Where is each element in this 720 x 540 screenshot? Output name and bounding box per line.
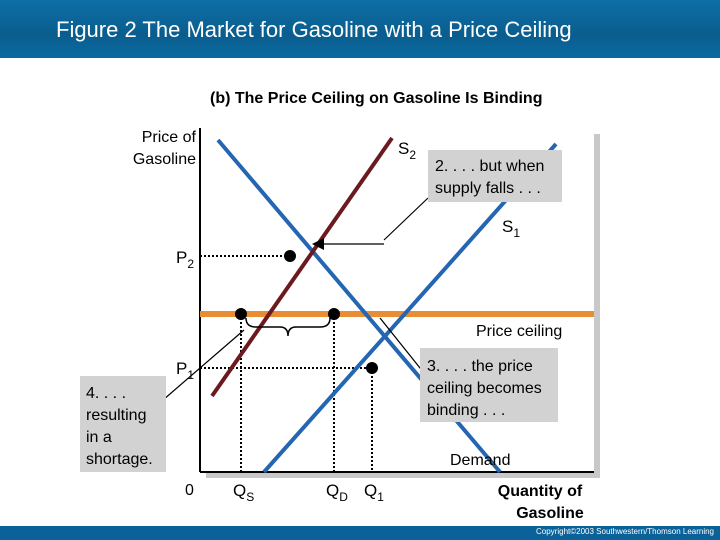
note4-line1: 4. . . . (86, 385, 126, 402)
note4-line2: resulting (86, 407, 146, 424)
p2-label: P2 (176, 248, 194, 271)
new-equilibrium-point (284, 250, 296, 262)
q1-label: Q1 (364, 481, 384, 504)
guide-lines (200, 255, 373, 472)
qd-label: QD (326, 481, 348, 504)
quantity-supplied-point (235, 308, 247, 320)
note4-pointer (162, 329, 245, 401)
note4-line3: in a (86, 429, 112, 446)
note3-box (420, 348, 558, 422)
x-axis-label-line2: Gasoline (516, 505, 584, 522)
note4-box (80, 376, 166, 472)
note2-pointer (383, 197, 429, 241)
x-axis-label-line1: Quantity of (498, 483, 583, 500)
note2-line2: supply falls . . . (435, 180, 541, 197)
note3-line1: 3. . . . the price (427, 358, 533, 375)
footer-bar: Copyright©2003 Southwestern/Thomson Lear… (0, 526, 720, 540)
price-ceiling-label: Price ceiling (476, 323, 562, 340)
qs-label: QS (233, 481, 254, 504)
note3-line2: ceiling becomes (427, 380, 542, 397)
title-bar: Figure 2 The Market for Gasoline with a … (0, 0, 720, 58)
slide-title: Figure 2 The Market for Gasoline with a … (56, 17, 572, 42)
shortage-brace (245, 317, 331, 337)
supply-curve-s2 (210, 136, 394, 398)
shift-arrow-head (312, 238, 324, 250)
note4-line4: shortage. (86, 451, 153, 468)
original-equilibrium-point (366, 362, 378, 374)
copyright-text: Copyright©2003 Southwestern/Thomson Lear… (536, 527, 714, 536)
note2-line1: 2. . . . but when (435, 158, 544, 175)
y-axis-label-line2: Gasoline (133, 151, 196, 168)
diagram-subtitle: (b) The Price Ceiling on Gasoline Is Bin… (210, 90, 542, 107)
note2-box (428, 150, 562, 202)
quantity-demanded-point (328, 308, 340, 320)
y-axis-label-line1: Price of (142, 129, 197, 146)
origin-label: 0 (185, 482, 194, 499)
note3-line3: binding . . . (427, 402, 505, 419)
p1-label: P1 (176, 359, 194, 382)
s1-label: S1 (502, 217, 520, 240)
demand-label: Demand (450, 452, 510, 469)
s2-label: S2 (398, 139, 416, 162)
